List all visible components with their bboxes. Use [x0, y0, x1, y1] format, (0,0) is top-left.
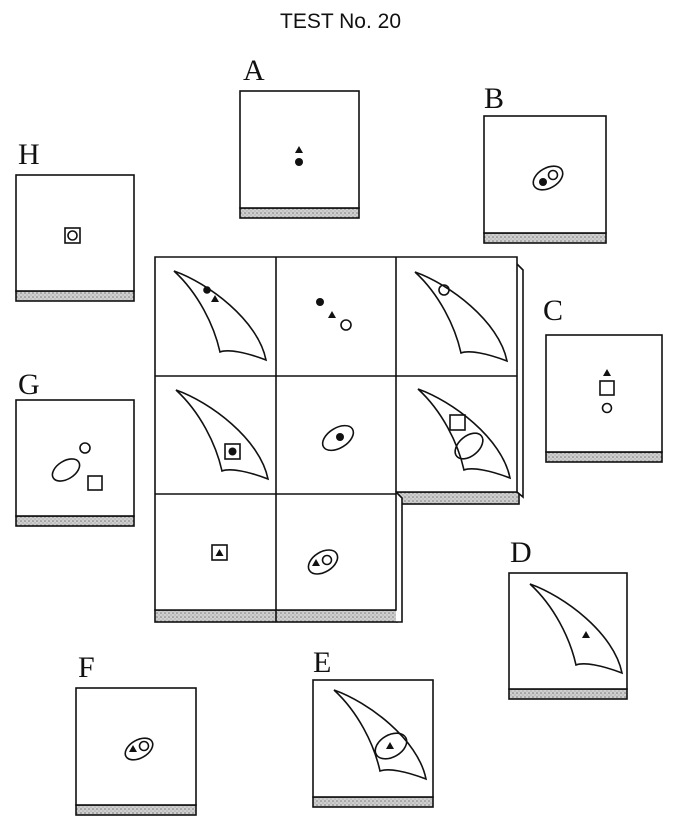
option-label-g: G — [18, 368, 40, 401]
cell-r1c3 — [414, 271, 509, 363]
option-a-box[interactable] — [239, 90, 360, 219]
cell-r1c2 — [316, 298, 352, 331]
cell-r2c2 — [321, 424, 355, 452]
cell-r3c2 — [307, 549, 339, 575]
option-c-box[interactable] — [545, 334, 663, 463]
option-f-box[interactable] — [75, 687, 197, 816]
option-label-d: D — [510, 536, 532, 569]
option-label-b: B — [484, 82, 505, 115]
option-h-box[interactable] — [15, 174, 135, 302]
cell-r2c1 — [175, 389, 270, 481]
cell-r3c1 — [211, 544, 228, 561]
test-title: TEST No. 20 — [280, 10, 401, 33]
cell-r2c3 — [417, 388, 512, 480]
option-b-box[interactable] — [483, 115, 607, 244]
option-g-box[interactable] — [15, 399, 135, 527]
option-e-box[interactable] — [312, 679, 434, 808]
option-label-f: F — [78, 651, 95, 684]
cell-r1c1 — [173, 270, 268, 362]
option-label-a: A — [243, 54, 265, 87]
option-label-h: H — [18, 138, 40, 171]
option-d-box[interactable] — [508, 572, 628, 700]
option-label-e: E — [313, 646, 332, 679]
matrix-grid — [154, 256, 524, 623]
option-label-c: C — [543, 294, 564, 327]
